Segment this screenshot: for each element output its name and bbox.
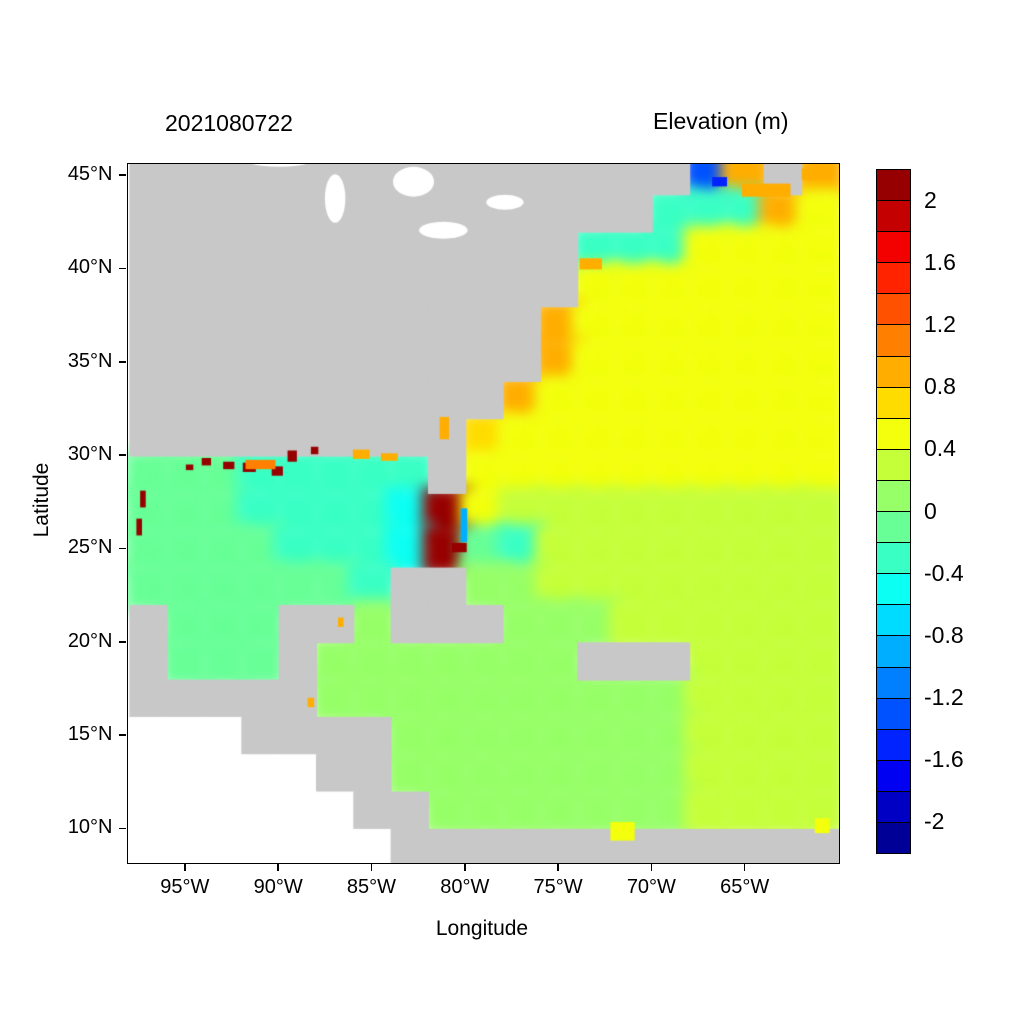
- colorbar-title: Elevation (m): [653, 108, 789, 134]
- y-tick-label: 10°N: [67, 816, 113, 839]
- x-tick-label: 75°W: [533, 876, 583, 898]
- colorbar-segment: [877, 604, 910, 636]
- colorbar-segment: [877, 417, 910, 449]
- map-canvas: [128, 164, 839, 863]
- y-tick: [118, 361, 126, 363]
- colorbar-segment: [877, 759, 910, 791]
- colorbar-segment: [877, 790, 910, 822]
- colorbar-segment: [877, 821, 910, 854]
- colorbar-segment: [877, 511, 910, 543]
- colorbar-segment: [877, 542, 910, 574]
- colorbar-segment: [877, 324, 910, 356]
- colorbar-tick-label: -0.8: [924, 621, 964, 648]
- y-tick: [118, 734, 126, 736]
- colorbar-tick-label: 1.6: [924, 249, 956, 276]
- colorbar-tick-label: 2: [924, 187, 937, 214]
- x-tick-label: 80°W: [440, 876, 490, 898]
- y-tick-label: 25°N: [67, 536, 113, 559]
- colorbar-tick-label: -1.2: [924, 683, 964, 710]
- x-axis-label: Longitude: [435, 917, 529, 940]
- y-axis-label: Latitude: [30, 462, 53, 538]
- colorbar-tick-label: -0.4: [924, 559, 964, 586]
- colorbar-segment: [877, 448, 910, 480]
- map-plot-area: [127, 163, 840, 864]
- colorbar: [876, 169, 911, 854]
- x-tick: [277, 863, 279, 871]
- y-tick: [118, 547, 126, 550]
- x-tick: [184, 863, 186, 871]
- colorbar-tick-label: 0.4: [924, 435, 956, 462]
- colorbar-tick-label: -1.6: [924, 745, 964, 772]
- colorbar-tick-label: 0.8: [924, 373, 956, 400]
- colorbar-tick-label: 0: [924, 497, 937, 524]
- y-tick-label: 45°N: [67, 163, 113, 186]
- y-tick-label: 15°N: [67, 723, 113, 746]
- colorbar-segment: [877, 666, 910, 698]
- plot-title-date: 2021080722: [165, 110, 293, 136]
- colorbar-segment: [877, 170, 910, 201]
- x-tick: [743, 863, 746, 871]
- y-tick-label: 40°N: [67, 256, 113, 279]
- colorbar-segment: [877, 262, 910, 294]
- y-tick: [118, 454, 126, 456]
- x-tick-label: 85°W: [346, 876, 397, 898]
- colorbar-tick-label: -2: [924, 807, 945, 834]
- colorbar-segment: [877, 200, 910, 232]
- colorbar-segment: [877, 635, 910, 667]
- y-tick: [118, 827, 126, 830]
- x-tick: [650, 863, 653, 871]
- colorbar-segment: [877, 728, 910, 760]
- colorbar-segment: [877, 293, 910, 325]
- colorbar-segment: [877, 573, 910, 605]
- x-tick-label: 95°W: [160, 876, 210, 898]
- y-tick: [118, 267, 126, 270]
- x-tick: [464, 863, 466, 871]
- x-tick-label: 70°W: [626, 876, 676, 898]
- colorbar-segment: [877, 231, 910, 263]
- x-tick-label: 90°W: [253, 876, 303, 898]
- y-tick-label: 30°N: [67, 443, 113, 466]
- y-tick-label: 20°N: [67, 629, 113, 652]
- colorbar-segment: [877, 386, 910, 418]
- y-tick-label: 35°N: [67, 349, 113, 372]
- x-tick: [557, 863, 559, 871]
- colorbar-segment: [877, 697, 910, 729]
- colorbar-segment: [877, 355, 910, 387]
- colorbar-segment: [877, 479, 910, 512]
- x-tick: [370, 863, 373, 871]
- x-tick-label: 65°W: [720, 876, 770, 898]
- y-tick: [118, 174, 126, 176]
- y-tick: [118, 641, 126, 643]
- colorbar-tick-label: 1.2: [924, 311, 956, 338]
